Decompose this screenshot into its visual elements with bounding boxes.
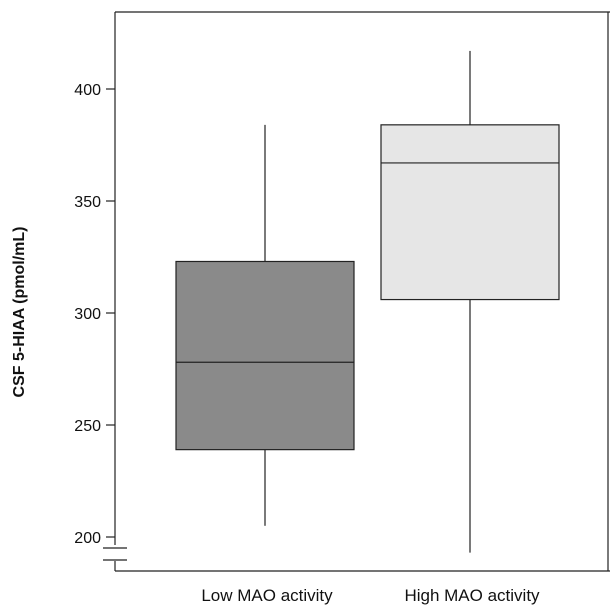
x-axis-labels: Low MAO activity High MAO activity (201, 586, 540, 605)
y-tick-label: 250 (74, 418, 101, 435)
y-tick-label: 400 (74, 82, 101, 99)
box-series (176, 51, 559, 553)
y-axis-title: CSF 5-HIAA (pmol/mL) (11, 227, 28, 398)
box-group (176, 125, 354, 526)
y-tick-label: 200 (74, 530, 101, 547)
y-tick-label: 350 (74, 194, 101, 211)
y-axis-ticks: 200 250 300 350 400 (74, 82, 115, 547)
iqr-box (176, 261, 354, 449)
iqr-box (381, 125, 559, 300)
box-group (381, 51, 559, 553)
x-category-label: Low MAO activity (201, 586, 333, 605)
x-category-label: High MAO activity (404, 586, 540, 605)
y-tick-label: 300 (74, 306, 101, 323)
